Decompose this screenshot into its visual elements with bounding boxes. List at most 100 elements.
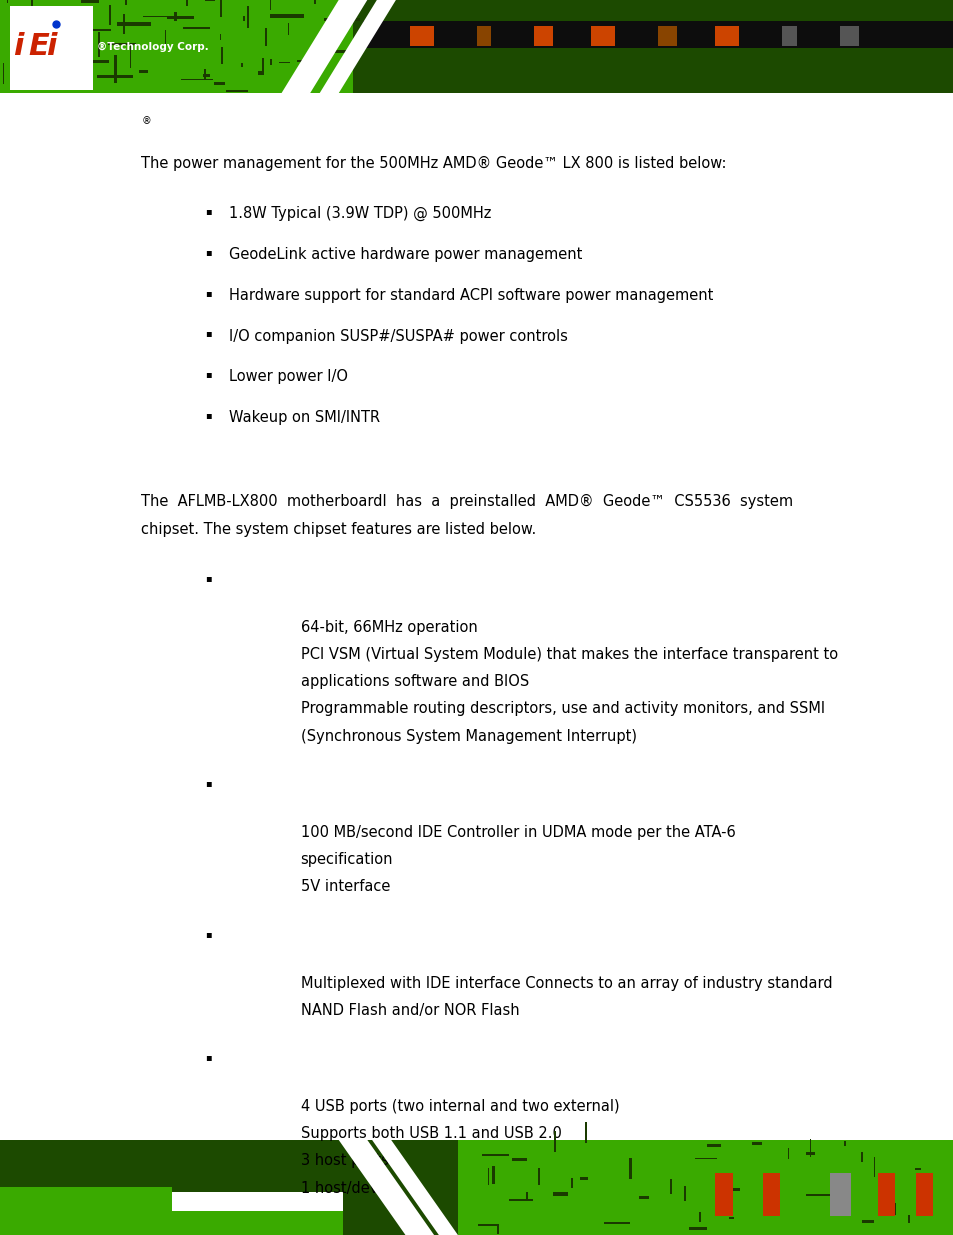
Bar: [476, 26, 491, 46]
Text: ▪: ▪: [205, 1052, 211, 1062]
Bar: [670, 1179, 672, 1194]
Bar: [219, 35, 221, 41]
Bar: [181, 79, 213, 80]
Bar: [477, 1224, 498, 1226]
Bar: [186, 0, 188, 6]
Text: I/O companion SUSP#/SUSPA# power controls: I/O companion SUSP#/SUSPA# power control…: [229, 329, 567, 343]
Bar: [873, 1157, 874, 1177]
Bar: [751, 1142, 761, 1145]
Bar: [579, 1177, 588, 1181]
Bar: [893, 1203, 895, 1215]
Bar: [174, 12, 176, 21]
Bar: [877, 1173, 894, 1216]
Bar: [81, 28, 111, 31]
Bar: [314, 0, 315, 4]
Bar: [372, 0, 953, 94]
Polygon shape: [338, 1140, 434, 1235]
Bar: [165, 30, 166, 44]
Bar: [842, 1141, 845, 1146]
Text: Supports both USB 1.1 and USB 2.0: Supports both USB 1.1 and USB 2.0: [300, 1126, 560, 1141]
Bar: [721, 1188, 722, 1205]
Bar: [0, 1192, 343, 1235]
Bar: [221, 47, 223, 64]
Bar: [525, 1192, 527, 1200]
Bar: [243, 16, 245, 21]
Bar: [10, 64, 11, 90]
Text: applications software and BIOS: applications software and BIOS: [300, 674, 528, 689]
Text: ▪: ▪: [205, 410, 211, 420]
Bar: [534, 26, 553, 46]
Bar: [41, 42, 44, 47]
Bar: [914, 1168, 920, 1170]
Bar: [537, 1167, 539, 1186]
Text: The power management for the 500MHz AMD® Geode™ LX 800 is listed below:: The power management for the 500MHz AMD®…: [141, 156, 726, 170]
Bar: [699, 1212, 700, 1221]
Text: 1.8W Typical (3.9W TDP) @ 500MHz: 1.8W Typical (3.9W TDP) @ 500MHz: [229, 206, 491, 221]
Bar: [0, 1188, 172, 1235]
Bar: [139, 70, 148, 73]
Bar: [805, 1194, 832, 1195]
Bar: [123, 14, 125, 35]
Bar: [603, 1223, 630, 1224]
Text: Programmable routing descriptors, use and activity monitors, and SSMI: Programmable routing descriptors, use an…: [300, 701, 823, 716]
Bar: [79, 61, 109, 63]
Text: 5V interface: 5V interface: [300, 879, 390, 894]
Bar: [0, 1212, 343, 1235]
Polygon shape: [281, 0, 367, 94]
Bar: [81, 0, 99, 2]
Bar: [683, 1186, 685, 1202]
Bar: [31, 0, 33, 10]
Bar: [694, 1157, 716, 1160]
Bar: [410, 26, 434, 46]
Bar: [262, 58, 264, 74]
Bar: [61, 48, 63, 65]
Text: (Synchronous System Management Interrupt): (Synchronous System Management Interrupt…: [300, 729, 636, 743]
Text: NAND Flash and/or NOR Flash: NAND Flash and/or NOR Flash: [300, 1003, 518, 1018]
Bar: [40, 25, 70, 27]
Text: ▪: ▪: [205, 573, 211, 583]
Bar: [96, 75, 132, 78]
Text: 100 MB/second IDE Controller in UDMA mode per the ATA-6: 100 MB/second IDE Controller in UDMA mod…: [300, 825, 735, 840]
Bar: [497, 1224, 498, 1234]
Bar: [168, 16, 193, 19]
Text: i: i: [46, 32, 56, 61]
Bar: [52, 85, 86, 88]
Bar: [457, 1140, 953, 1235]
Bar: [762, 1173, 780, 1216]
Bar: [226, 90, 248, 91]
Text: PCI VSM (Virtual System Module) that makes the interface transparent to: PCI VSM (Virtual System Module) that mak…: [300, 647, 837, 662]
Bar: [829, 1173, 850, 1216]
Bar: [492, 1166, 495, 1184]
Text: ▪: ▪: [205, 247, 211, 257]
Bar: [362, 21, 953, 48]
Bar: [591, 26, 615, 46]
Bar: [270, 0, 271, 10]
Bar: [303, 68, 313, 70]
Bar: [288, 22, 289, 35]
Text: Wakeup on SMI/INTR: Wakeup on SMI/INTR: [229, 410, 379, 425]
Bar: [116, 22, 152, 26]
Text: GeodeLink active hardware power management: GeodeLink active hardware power manageme…: [229, 247, 581, 262]
Bar: [706, 1145, 720, 1147]
Bar: [781, 26, 796, 46]
Bar: [270, 15, 304, 17]
Bar: [805, 1152, 814, 1155]
Bar: [58, 15, 61, 28]
Bar: [278, 62, 290, 63]
Bar: [860, 1152, 862, 1162]
Text: 1 host/device: 1 host/device: [300, 1181, 398, 1195]
Bar: [554, 1131, 556, 1151]
Bar: [10, 31, 26, 33]
Bar: [142, 16, 176, 17]
Bar: [3, 63, 4, 84]
Text: specification: specification: [300, 852, 393, 867]
Bar: [509, 1199, 524, 1200]
Bar: [787, 1147, 788, 1158]
Polygon shape: [319, 0, 395, 94]
Bar: [98, 32, 100, 57]
Bar: [552, 1193, 568, 1195]
Bar: [688, 1228, 706, 1230]
Bar: [321, 53, 322, 69]
Text: i: i: [13, 32, 24, 61]
Bar: [570, 1178, 572, 1188]
